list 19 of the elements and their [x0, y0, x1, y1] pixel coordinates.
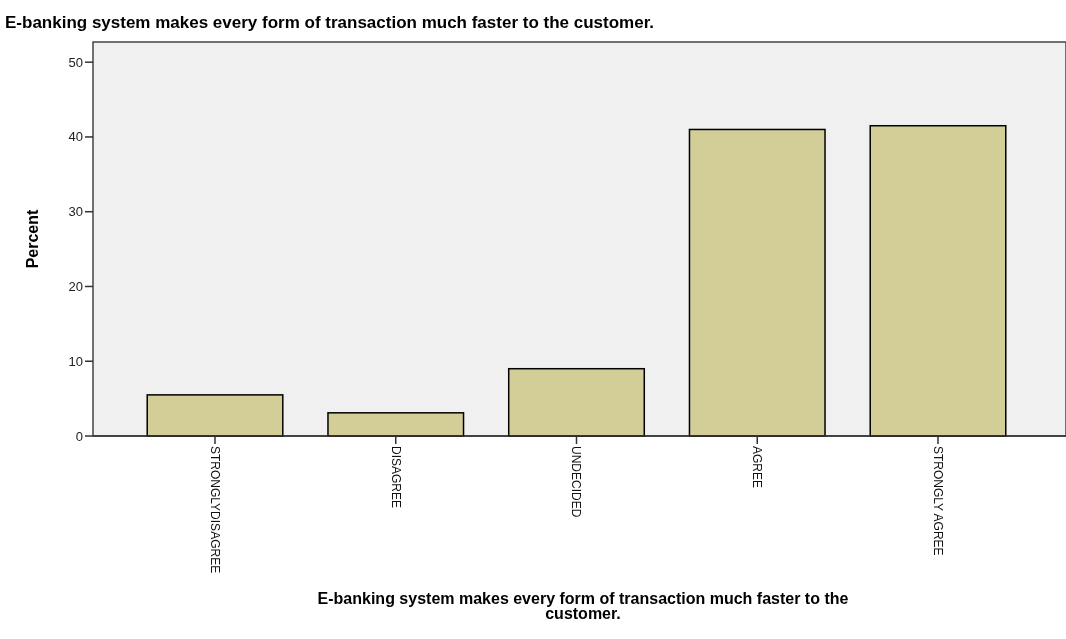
y-tick-label: 0 [75, 428, 83, 444]
x-axis-title: E-banking system makes every form of transaction much faster to the customer. [317, 590, 849, 622]
x-tick-label: AGREE [750, 446, 765, 489]
chart-title: E-banking system makes every form of transaction much faster to the customer. [5, 13, 655, 32]
y-tick-label: 20 [68, 279, 83, 295]
bar [507, 367, 646, 437]
y-tick-label: 50 [68, 54, 83, 70]
bar [688, 128, 826, 437]
bar [327, 412, 465, 437]
y-tick-label: 10 [68, 353, 83, 369]
x-tick-label: DISAGREE [388, 446, 403, 509]
bar [869, 124, 1007, 437]
y-tick-label: 40 [68, 129, 83, 145]
x-tick-label: UNDECIDED [569, 446, 584, 518]
x-tick-label: STRONGLY AGREE [930, 446, 945, 556]
y-tick-label: 30 [68, 204, 83, 220]
y-axis-title: Percent [24, 208, 41, 269]
x-tick-label: STRONGLYDISAGREE [207, 446, 222, 574]
bar [146, 394, 284, 437]
